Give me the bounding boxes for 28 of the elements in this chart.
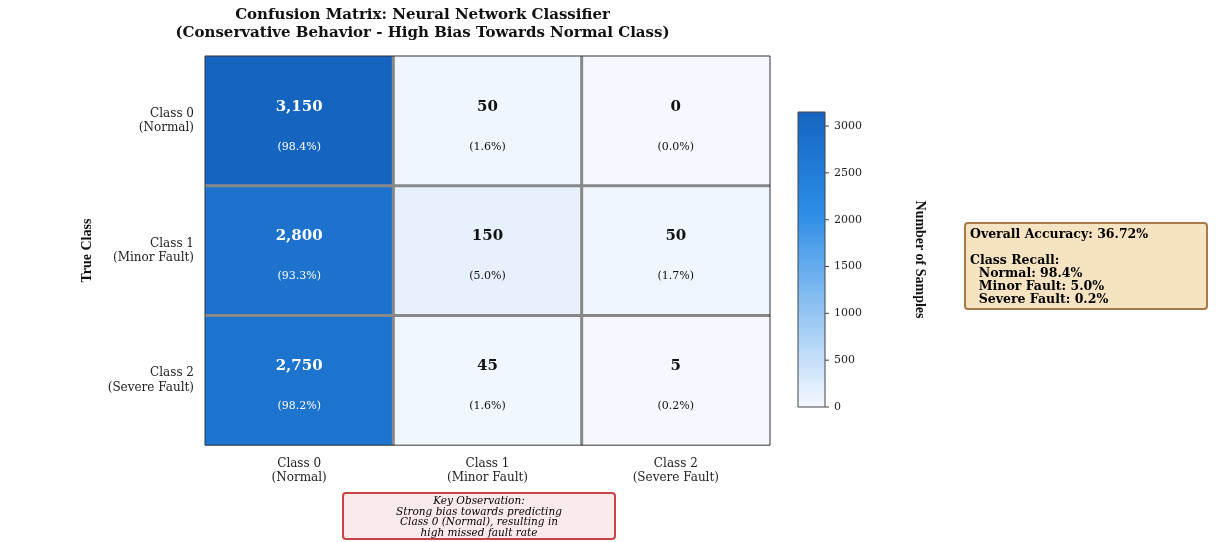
color-bar-label: 1500 [834,259,862,273]
text: Key Observation: Strong bias towards predicting Class 0 (Normal), resulting in high missed fault rate [342,492,616,540]
y-tick-label: Class 2 (Severe Fault) [107,365,194,394]
chart-title: Confusion Matrix: Neural Network Classifier [235,4,611,23]
chart-subtitle: (Conservative Behavior - High Bias Towards Normal Class) [175,22,670,41]
x-tick-label: Class 2 (Severe Fault) [632,455,719,484]
text: 150 (5.0%) [469,226,506,283]
y-tick-label: Class 1 (Minor Fault) [112,235,194,264]
color-bar-label: 2500 [834,165,862,179]
x-tick-label: Class 1 (Minor Fault) [446,455,529,484]
color-bar-label: 2000 [834,212,862,226]
text: 5 (0.2%) [657,356,695,413]
text: 50 (1.7%) [657,226,695,283]
y-tick-label: Class 0 (Normal) [138,105,194,135]
text: 0 (0.0%) [657,96,695,153]
y-axis-title: True Class [79,218,95,283]
text: Overall Accuracy: 36.72% Class Recall: Normal: 98.4% Minor Fault: 5.0% Severe Fault: 0.2% [964,222,1208,310]
text: 50 (1.6%) [469,96,506,153]
color-bar-label: 3000 [834,118,862,132]
color-bar-title: Number of Samples [913,200,929,320]
text: 45 (1.6%) [469,356,506,413]
color-bar-label: 500 [834,353,855,367]
text: 2,750 (98.2%) [275,356,323,413]
color-bar-label: 1000 [834,306,862,320]
text: 2,800 (93.3%) [275,226,323,283]
color-bar-label: 0 [834,399,841,413]
x-tick-label: Class 0 (Normal) [271,455,327,484]
text: 3,150 (98.4%) [275,96,323,153]
